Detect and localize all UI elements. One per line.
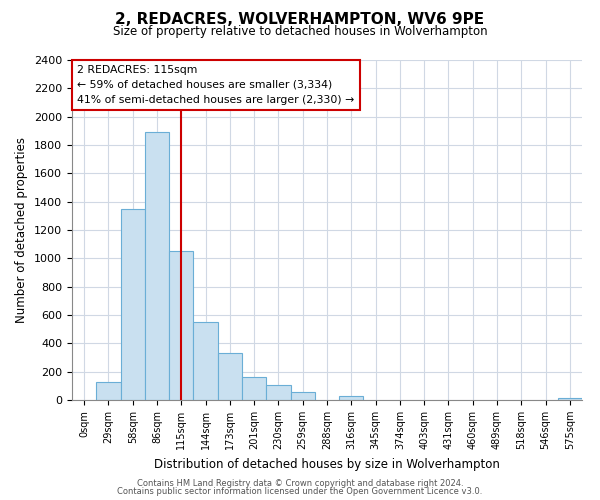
Bar <box>193 322 218 400</box>
Bar <box>290 392 315 400</box>
Text: Size of property relative to detached houses in Wolverhampton: Size of property relative to detached ho… <box>113 25 487 38</box>
Bar <box>145 132 169 400</box>
Bar <box>218 352 242 400</box>
Text: Contains public sector information licensed under the Open Government Licence v3: Contains public sector information licen… <box>118 487 482 496</box>
Bar <box>96 382 121 400</box>
Bar <box>266 385 290 400</box>
Bar <box>121 210 145 400</box>
Text: 2, REDACRES, WOLVERHAMPTON, WV6 9PE: 2, REDACRES, WOLVERHAMPTON, WV6 9PE <box>115 12 485 28</box>
Text: Contains HM Land Registry data © Crown copyright and database right 2024.: Contains HM Land Registry data © Crown c… <box>137 478 463 488</box>
X-axis label: Distribution of detached houses by size in Wolverhampton: Distribution of detached houses by size … <box>154 458 500 470</box>
Bar <box>339 396 364 400</box>
Bar <box>558 398 582 400</box>
Bar <box>169 251 193 400</box>
Bar <box>242 378 266 400</box>
Text: 2 REDACRES: 115sqm
← 59% of detached houses are smaller (3,334)
41% of semi-deta: 2 REDACRES: 115sqm ← 59% of detached hou… <box>77 65 355 104</box>
Y-axis label: Number of detached properties: Number of detached properties <box>16 137 28 323</box>
